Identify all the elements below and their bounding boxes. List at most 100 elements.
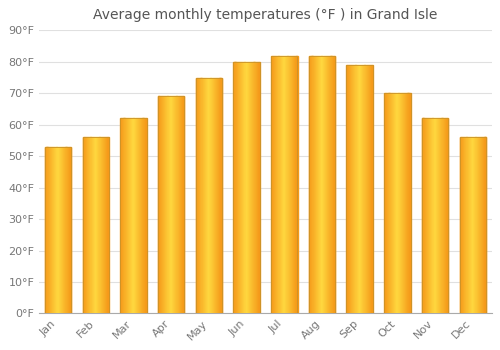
Bar <box>384 93 410 313</box>
Bar <box>322 56 323 313</box>
Bar <box>213 78 214 313</box>
Bar <box>391 93 392 313</box>
Bar <box>408 93 409 313</box>
Bar <box>320 56 321 313</box>
Bar <box>441 118 442 313</box>
Bar <box>460 137 462 313</box>
Bar <box>60 147 61 313</box>
Bar <box>392 93 394 313</box>
Bar <box>250 62 251 313</box>
Bar <box>220 78 221 313</box>
Bar <box>205 78 206 313</box>
Bar <box>427 118 428 313</box>
Bar <box>330 56 331 313</box>
Bar <box>485 137 486 313</box>
Bar <box>47 147 48 313</box>
Bar <box>68 147 69 313</box>
Bar <box>236 62 237 313</box>
Bar <box>258 62 259 313</box>
Bar <box>218 78 219 313</box>
Bar <box>208 78 209 313</box>
Bar <box>409 93 410 313</box>
Bar <box>84 137 86 313</box>
Bar <box>49 147 50 313</box>
Bar <box>179 97 180 313</box>
Bar <box>202 78 203 313</box>
Bar <box>471 137 472 313</box>
Bar <box>356 65 357 313</box>
Bar <box>248 62 249 313</box>
Bar <box>254 62 255 313</box>
Bar <box>271 56 297 313</box>
Bar <box>312 56 313 313</box>
Bar <box>183 97 184 313</box>
Bar <box>169 97 170 313</box>
Bar <box>248 62 250 313</box>
Bar <box>386 93 387 313</box>
Bar <box>400 93 401 313</box>
Bar <box>91 137 92 313</box>
Bar <box>204 78 206 313</box>
Bar <box>234 62 260 313</box>
Bar <box>165 97 166 313</box>
Bar <box>384 93 386 313</box>
Bar <box>396 93 397 313</box>
Bar <box>171 97 172 313</box>
Bar <box>472 137 473 313</box>
Bar <box>83 137 84 313</box>
Bar <box>316 56 318 313</box>
Bar <box>388 93 389 313</box>
Bar <box>53 147 54 313</box>
Bar <box>333 56 334 313</box>
Bar <box>469 137 470 313</box>
Bar <box>140 118 141 313</box>
Bar <box>350 65 351 313</box>
Bar <box>331 56 332 313</box>
Bar <box>143 118 144 313</box>
Bar <box>240 62 241 313</box>
Bar <box>88 137 89 313</box>
Bar <box>372 65 373 313</box>
Bar <box>272 56 274 313</box>
Bar <box>242 62 243 313</box>
Bar <box>439 118 440 313</box>
Bar <box>207 78 208 313</box>
Bar <box>323 56 324 313</box>
Bar <box>282 56 283 313</box>
Bar <box>138 118 139 313</box>
Bar <box>436 118 437 313</box>
Bar <box>121 118 122 313</box>
Bar <box>69 147 70 313</box>
Bar <box>423 118 424 313</box>
Bar <box>478 137 479 313</box>
Bar <box>200 78 201 313</box>
Bar <box>52 147 53 313</box>
Bar <box>199 78 200 313</box>
Bar <box>61 147 62 313</box>
Bar <box>350 65 352 313</box>
Bar <box>255 62 256 313</box>
Bar <box>482 137 483 313</box>
Bar <box>163 97 164 313</box>
Bar <box>126 118 127 313</box>
Bar <box>405 93 406 313</box>
Bar <box>296 56 297 313</box>
Bar <box>440 118 441 313</box>
Bar <box>235 62 236 313</box>
Bar <box>289 56 290 313</box>
Bar <box>167 97 168 313</box>
Bar <box>346 65 347 313</box>
Bar <box>246 62 247 313</box>
Bar <box>178 97 179 313</box>
Bar <box>313 56 314 313</box>
Bar <box>142 118 143 313</box>
Bar <box>45 147 71 313</box>
Bar <box>309 56 310 313</box>
Bar <box>484 137 485 313</box>
Bar <box>274 56 275 313</box>
Bar <box>135 118 136 313</box>
Bar <box>172 97 173 313</box>
Bar <box>196 78 222 313</box>
Bar <box>54 147 55 313</box>
Bar <box>475 137 476 313</box>
